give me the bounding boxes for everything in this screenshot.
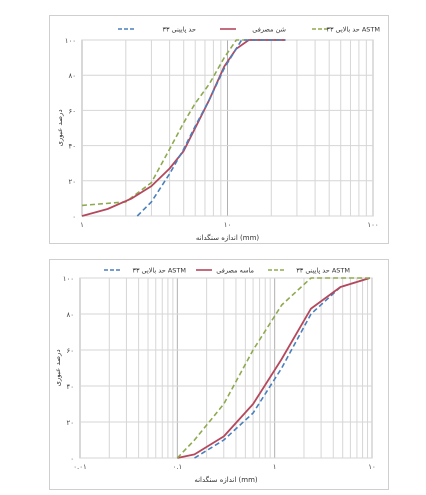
chart-1-ytick-label: ۲۰ (66, 419, 74, 427)
chart-1-ytick-label: ۰ (70, 455, 74, 463)
chart-0-legend-label-0: حد بالایی ۳۳ ASTM (327, 26, 381, 34)
chart-0-series-2-line (136, 39, 286, 217)
chart-0-ytick-label: ۰ (72, 213, 76, 221)
chart-0-xtick-label: ۱۰ (224, 221, 232, 229)
chart-0-ylabel: درصد عبوری (56, 109, 64, 146)
chart-0-xtick-label: ۱۰۰ (367, 221, 378, 229)
chart-0-xlabel: اندازه سنگدانه (mm) (196, 233, 260, 242)
chart-1-ylabel: درصد عبوری (54, 349, 62, 386)
chart-1-ytick-label: ۴۰ (66, 383, 74, 391)
chart-1-xtick-label: ۱ (273, 463, 277, 471)
chart-1-plot-frame (79, 277, 373, 459)
chart-1-xlabel: اندازه سنگدانه (mm) (194, 475, 258, 484)
chart-0-ytick-label: ۸۰ (68, 72, 76, 80)
chart-0-legend-label-2: حد پایینی ۳۳ (163, 26, 197, 34)
chart-0-xtick-label: ۱ (80, 221, 84, 229)
chart-0-ytick-label: ۶۰ (68, 107, 76, 115)
chart-1-xtick-label: ۰.۱ (172, 463, 182, 471)
chart-bottom: ۰ ۲۰ ۴۰ ۶۰ ۸۰ ۱۰۰ ۰.۰۱ ۰.۱ ۱ ۱۰ اندازه سنگدانه (mm… (54, 267, 376, 485)
chart-0-ytick-label: ۴۰ (68, 143, 76, 151)
chart-0-ytick-label: ۱۰۰ (65, 37, 76, 45)
chart-1-legend-label-1: ماسه مصرفی (216, 267, 254, 275)
chart-1-xtick-label: ۰.۰۱ (73, 463, 87, 471)
chart-top: ۰ ۲۰ ۴۰ ۶۰ ۸۰ ۱۰۰ ۱ ۱۰ ۱۰۰ اندازه سنگدانه (mm) درص… (56, 26, 381, 243)
chart-0-legend-label-1: شن مصرفی (252, 26, 286, 34)
chart-1-legend-label-0: حد بالایی ۳۳ ASTM (133, 267, 187, 275)
chart-bottom-panel: ۰ ۲۰ ۴۰ ۶۰ ۸۰ ۱۰۰ ۰.۰۱ ۰.۱ ۱ ۱۰ اندازه سنگدانه (mm… (49, 259, 389, 490)
chart-1-ytick-label: ۱۰۰ (63, 275, 74, 283)
chart-1-xtick-label: ۱۰ (368, 463, 376, 471)
chart-0-series-0-line (81, 39, 286, 207)
chart-top-panel: ۰ ۲۰ ۴۰ ۶۰ ۸۰ ۱۰۰ ۱ ۱۰ ۱۰۰ اندازه سنگدانه (mm) درص… (49, 15, 389, 244)
chart-1-legend-label-2: حد پایینی ۳۳ ASTM (296, 267, 350, 275)
chart-1-series-1-line (177, 277, 371, 459)
chart-1-ytick-label: ۸۰ (66, 311, 74, 319)
chart-0-ytick-label: ۲۰ (68, 178, 76, 186)
chart-1-ytick-label: ۶۰ (66, 347, 74, 355)
chart-0-series-1-line (81, 39, 286, 217)
chart-1-series-2-line (176, 277, 370, 459)
